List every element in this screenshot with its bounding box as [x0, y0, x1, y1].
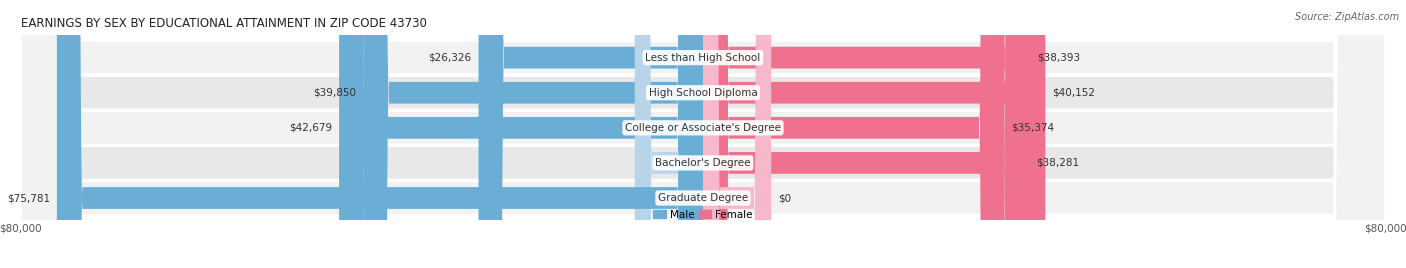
Text: Less than High School: Less than High School — [645, 53, 761, 63]
FancyBboxPatch shape — [21, 0, 1385, 268]
FancyBboxPatch shape — [339, 0, 703, 268]
FancyBboxPatch shape — [634, 0, 703, 268]
FancyBboxPatch shape — [703, 0, 1005, 268]
Text: $39,850: $39,850 — [314, 88, 356, 98]
Text: $0: $0 — [778, 193, 792, 203]
FancyBboxPatch shape — [703, 0, 1031, 268]
FancyBboxPatch shape — [703, 0, 772, 268]
Text: $35,374: $35,374 — [1011, 123, 1054, 133]
Text: Source: ZipAtlas.com: Source: ZipAtlas.com — [1295, 12, 1399, 22]
FancyBboxPatch shape — [363, 0, 703, 268]
Text: High School Diploma: High School Diploma — [648, 88, 758, 98]
Text: $0: $0 — [683, 158, 696, 168]
FancyBboxPatch shape — [21, 0, 1385, 268]
Text: $26,326: $26,326 — [429, 53, 471, 63]
Text: $38,281: $38,281 — [1036, 158, 1080, 168]
FancyBboxPatch shape — [21, 0, 1385, 268]
Text: $42,679: $42,679 — [290, 123, 332, 133]
FancyBboxPatch shape — [21, 0, 1385, 268]
FancyBboxPatch shape — [703, 0, 1029, 268]
Text: $40,152: $40,152 — [1052, 88, 1095, 98]
Text: Graduate Degree: Graduate Degree — [658, 193, 748, 203]
FancyBboxPatch shape — [478, 0, 703, 268]
Text: Bachelor's Degree: Bachelor's Degree — [655, 158, 751, 168]
Legend: Male, Female: Male, Female — [650, 206, 756, 224]
Text: EARNINGS BY SEX BY EDUCATIONAL ATTAINMENT IN ZIP CODE 43730: EARNINGS BY SEX BY EDUCATIONAL ATTAINMEN… — [21, 17, 427, 29]
FancyBboxPatch shape — [56, 0, 703, 268]
Text: $75,781: $75,781 — [7, 193, 51, 203]
Text: $38,393: $38,393 — [1038, 53, 1080, 63]
Text: College or Associate's Degree: College or Associate's Degree — [626, 123, 780, 133]
FancyBboxPatch shape — [703, 0, 1045, 268]
FancyBboxPatch shape — [21, 0, 1385, 268]
